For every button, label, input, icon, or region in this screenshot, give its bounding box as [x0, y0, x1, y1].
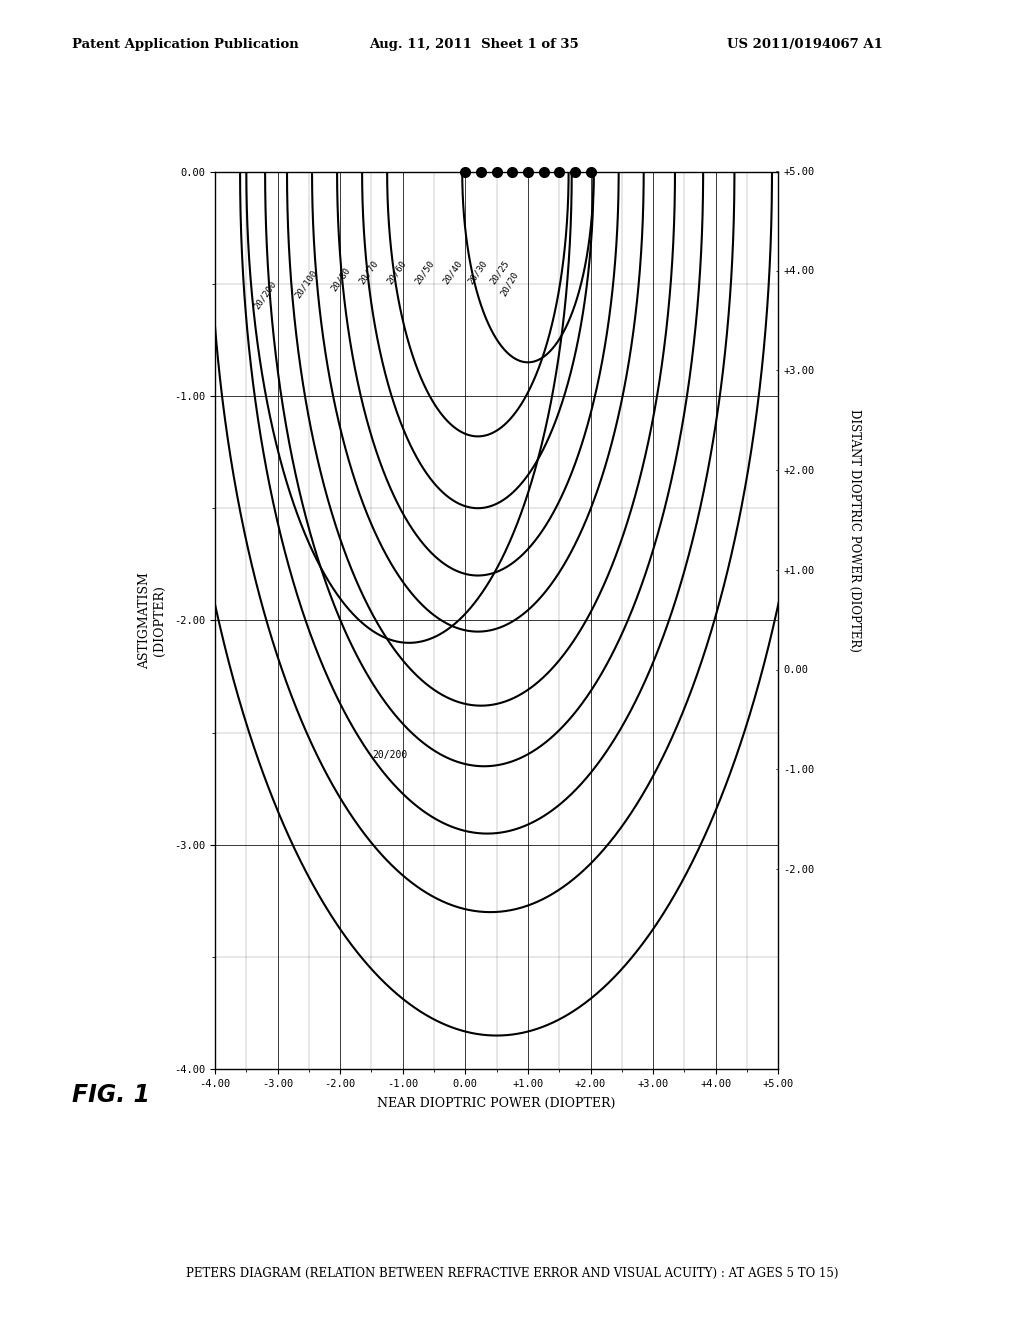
Text: -: -: [775, 267, 778, 276]
Text: 20/200: 20/200: [252, 280, 279, 310]
Text: -: -: [775, 665, 778, 675]
Text: -: -: [775, 367, 778, 376]
Text: 20/60: 20/60: [385, 259, 408, 286]
Text: -1.00: -1.00: [783, 766, 815, 775]
Text: 20/30: 20/30: [467, 259, 489, 286]
Text: PETERS DIAGRAM (RELATION BETWEEN REFRACTIVE ERROR AND VISUAL ACUITY) : AT AGES 5: PETERS DIAGRAM (RELATION BETWEEN REFRACT…: [185, 1267, 839, 1280]
Text: FIG. 1: FIG. 1: [72, 1084, 150, 1107]
Text: Aug. 11, 2011  Sheet 1 of 35: Aug. 11, 2011 Sheet 1 of 35: [369, 37, 579, 50]
Text: 20/25: 20/25: [488, 259, 511, 286]
Text: +5.00: +5.00: [783, 166, 815, 177]
Text: 0.00: 0.00: [783, 665, 808, 676]
Text: -: -: [775, 766, 778, 775]
Text: -: -: [775, 466, 778, 475]
Text: 20/40: 20/40: [441, 259, 464, 286]
Text: 20/70: 20/70: [357, 259, 380, 286]
Text: -: -: [775, 566, 778, 576]
Text: +2.00: +2.00: [783, 466, 815, 475]
Text: +1.00: +1.00: [783, 565, 815, 576]
Text: US 2011/0194067 A1: US 2011/0194067 A1: [727, 37, 883, 50]
Text: Patent Application Publication: Patent Application Publication: [72, 37, 298, 50]
Text: +4.00: +4.00: [783, 267, 815, 276]
Text: DISTANT DIOPTRIC POWER (DIOPTER): DISTANT DIOPTRIC POWER (DIOPTER): [849, 409, 861, 652]
Text: 20/20: 20/20: [499, 269, 520, 298]
Text: +3.00: +3.00: [783, 366, 815, 376]
Text: -2.00: -2.00: [783, 865, 815, 875]
Text: -: -: [775, 865, 778, 874]
Y-axis label: ASTIGMATISM
(DIOPTER): ASTIGMATISM (DIOPTER): [138, 572, 166, 669]
Text: 20/80: 20/80: [329, 265, 351, 293]
Text: 20/100: 20/100: [293, 268, 318, 300]
Text: -: -: [775, 168, 778, 176]
Text: 20/50: 20/50: [414, 259, 436, 286]
X-axis label: NEAR DIOPTRIC POWER (DIOPTER): NEAR DIOPTRIC POWER (DIOPTER): [378, 1097, 615, 1110]
Text: 20/200: 20/200: [373, 750, 408, 760]
